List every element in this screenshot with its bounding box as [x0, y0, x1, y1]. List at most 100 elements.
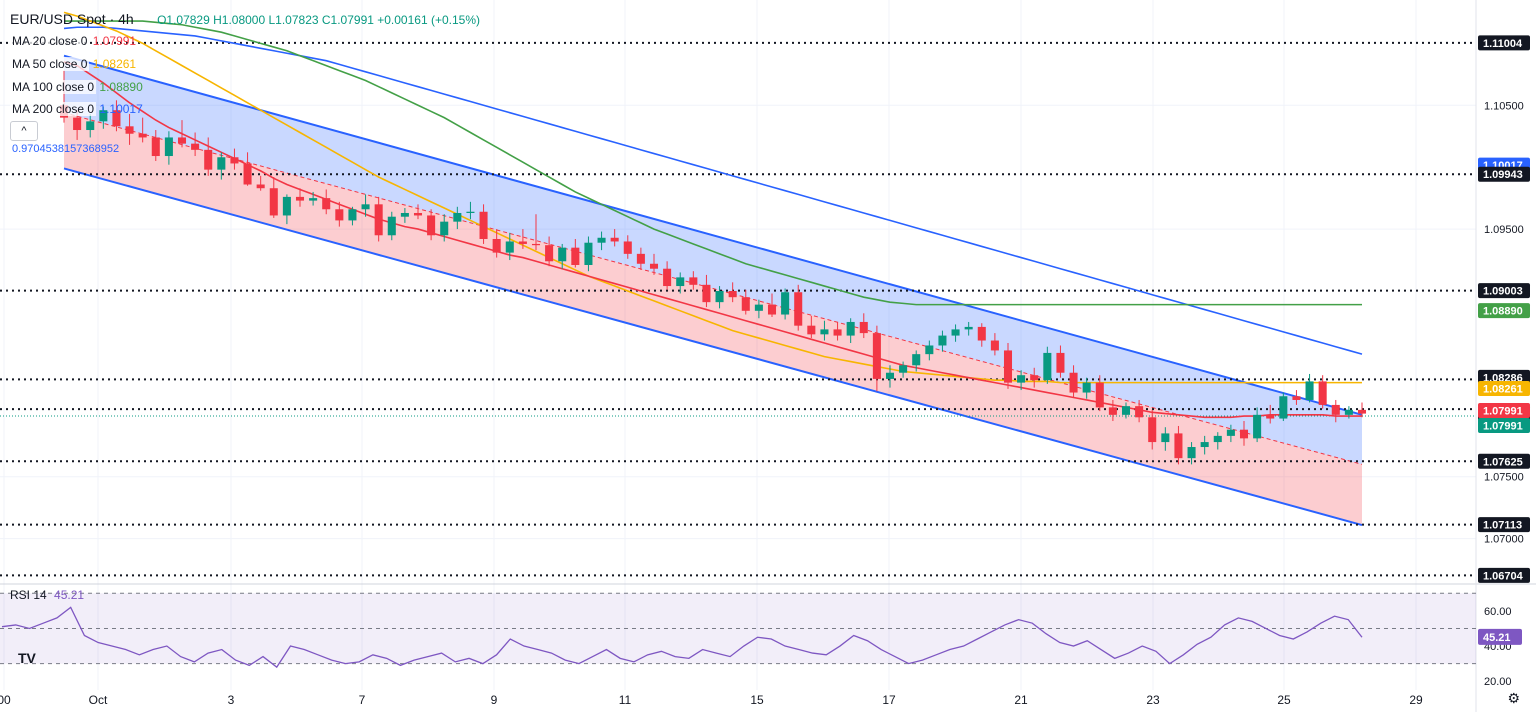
- gear-icon[interactable]: ⚙: [1507, 690, 1520, 706]
- candle-body: [1108, 407, 1117, 415]
- candle-body: [781, 292, 790, 315]
- candle-body: [859, 321, 868, 334]
- price-tag-label: 1.07625: [1483, 456, 1523, 468]
- candle-body: [663, 268, 672, 287]
- candle-body: [1344, 409, 1353, 415]
- candle-body: [99, 110, 108, 122]
- ma200-label[interactable]: MA 200 close 0: [10, 102, 97, 116]
- candle-body: [964, 326, 973, 330]
- candle-body: [1043, 352, 1052, 381]
- rsi-tick-label: 60.00: [1484, 606, 1512, 618]
- candle-body: [676, 277, 685, 287]
- rsi-tick-label: 20.00: [1484, 676, 1512, 688]
- candle-body: [977, 326, 986, 341]
- ma50-label[interactable]: MA 50 close 0: [10, 57, 90, 71]
- candle-body: [1135, 406, 1144, 418]
- price-tick-label: 1.07500: [1484, 472, 1524, 484]
- candle-body: [531, 243, 541, 246]
- candle-body: [1292, 396, 1301, 400]
- rsi-legend: RSI 14 45.21: [10, 588, 84, 602]
- price-tick-label: 1.10500: [1484, 100, 1524, 112]
- candle-body: [269, 188, 278, 216]
- time-tick-label: 21: [1014, 693, 1028, 707]
- candle-body: [794, 292, 803, 326]
- candle-body: [715, 291, 724, 303]
- candle-body: [938, 335, 947, 346]
- candle-body: [361, 204, 370, 210]
- candle-body: [1357, 409, 1367, 414]
- ma20-value: 1.07991: [92, 34, 137, 48]
- candle-body: [1279, 396, 1288, 419]
- candle-body: [204, 149, 213, 170]
- candle-body: [1148, 417, 1157, 443]
- tradingview-logo-icon[interactable]: TV: [18, 650, 36, 666]
- price-tick-label: 1.07000: [1484, 534, 1524, 546]
- ma100-label[interactable]: MA 100 close 0: [10, 80, 97, 94]
- collapse-legend-button[interactable]: ^: [10, 121, 38, 141]
- price-tag-label: 1.11004: [1483, 38, 1523, 50]
- price-tick-label: 1.09500: [1484, 224, 1524, 236]
- horizontal-levels: [0, 41, 1476, 577]
- channel-lower-fill: [64, 112, 1362, 526]
- ma100-value: 1.08890: [99, 80, 143, 94]
- ohlc-readout: O1.07829 H1.08000 L1.07823 C1.07991 +0.0…: [157, 13, 480, 27]
- price-tag-label: 1.06704: [1483, 570, 1524, 582]
- price-tag-label: 1.07991: [1483, 405, 1523, 417]
- candle-body: [243, 163, 252, 185]
- channel-upper-fill: [64, 55, 1362, 465]
- candle-body: [505, 241, 514, 253]
- candle-body: [1017, 375, 1026, 383]
- candlesticks: [59, 70, 1367, 465]
- candle-body: [217, 157, 226, 170]
- time-tick-label: 29: [1409, 693, 1423, 707]
- symbol-title[interactable]: EUR/USD Spot · 4h: [10, 11, 134, 27]
- candle-body: [689, 277, 698, 285]
- price-tag-label: 1.08890: [1483, 306, 1523, 318]
- candle-body: [1003, 350, 1013, 383]
- candle-body: [558, 247, 567, 262]
- candle-body: [164, 137, 173, 157]
- price-tag: [1478, 517, 1530, 533]
- candle-body: [1161, 433, 1170, 443]
- candle-body: [230, 157, 239, 164]
- candle-body: [872, 333, 881, 379]
- candle-body: [400, 212, 409, 217]
- price-tag: [1478, 381, 1530, 397]
- candle-body: [1082, 382, 1091, 393]
- price-tag: [1478, 567, 1530, 583]
- candle-body: [322, 198, 331, 210]
- candle-body: [846, 321, 855, 336]
- candle-body: [427, 215, 436, 236]
- price-tag-label: 1.07991: [1483, 420, 1523, 432]
- price-tag: [1478, 283, 1530, 299]
- time-tick-label: 11: [619, 693, 632, 707]
- time-tick-label: 15: [750, 693, 764, 707]
- candle-body: [1095, 382, 1104, 408]
- regression-channel: [63, 54, 1363, 527]
- candle-body: [545, 245, 554, 262]
- candle-body: [1318, 381, 1327, 405]
- candle-body: [636, 253, 645, 264]
- price-tags: 1.110041.100171.099431.090031.088901.082…: [1478, 35, 1530, 645]
- candle-body: [440, 221, 449, 236]
- rsi-label[interactable]: RSI 14: [10, 588, 47, 602]
- time-tick-label: 7: [359, 693, 366, 707]
- candle-body: [807, 325, 816, 335]
- candle-body: [597, 237, 606, 243]
- candle-body: [374, 204, 383, 236]
- price-tag: [1478, 35, 1530, 51]
- candle-body: [754, 304, 763, 311]
- candle-body: [518, 241, 527, 244]
- candle-body: [899, 365, 908, 373]
- candle-body: [295, 196, 305, 201]
- candle-body: [1069, 372, 1078, 393]
- candle-body: [1213, 435, 1222, 443]
- price-tag: [1478, 453, 1530, 469]
- candle-body: [1331, 404, 1340, 415]
- candle-body: [151, 137, 160, 157]
- candle-body: [309, 198, 318, 201]
- ma20-label[interactable]: MA 20 close 0: [10, 34, 90, 48]
- candle-body: [1121, 406, 1131, 415]
